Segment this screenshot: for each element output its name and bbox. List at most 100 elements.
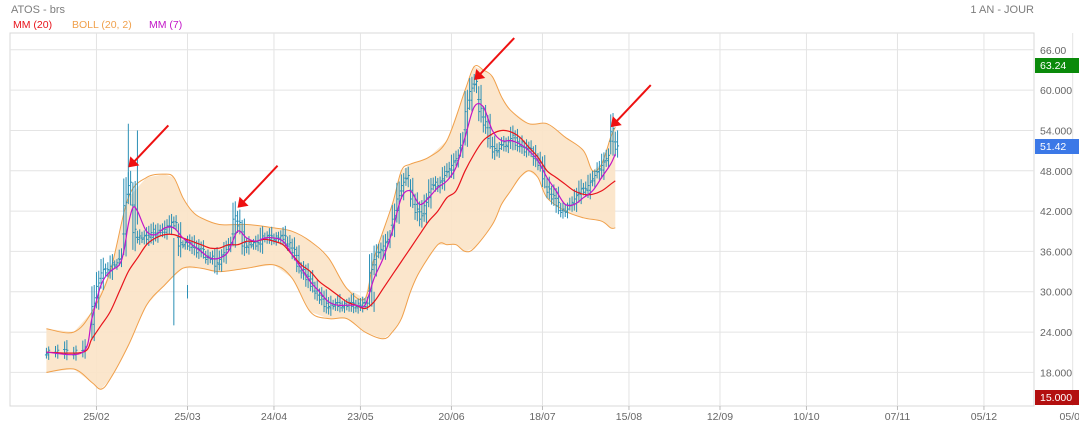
price-bar — [545, 178, 549, 199]
price-bar — [343, 299, 347, 313]
price-bar — [288, 235, 292, 253]
low-badge — [1035, 390, 1079, 405]
price-bar — [554, 187, 558, 213]
plot-frame — [9, 32, 1035, 407]
price-bar — [452, 153, 456, 180]
legend-boll[interactable]: BOLL (20, 2) — [72, 19, 132, 31]
price-bar — [497, 142, 501, 158]
price-bar — [254, 235, 258, 250]
mm7-line — [46, 102, 616, 356]
price-bar — [217, 250, 221, 271]
arrow-shaft — [479, 37, 515, 75]
y-tick-label: 18.000 — [1040, 367, 1072, 379]
legend-mm7[interactable]: MM (7) — [149, 19, 182, 31]
price-bar — [108, 255, 112, 279]
price-bar — [331, 299, 335, 310]
mm20-line — [46, 129, 616, 354]
price-bar — [454, 150, 458, 167]
price-bar — [572, 189, 576, 211]
price-bar — [606, 148, 610, 169]
price-bar — [600, 153, 604, 179]
price-bar — [129, 170, 133, 206]
price-bar — [133, 180, 137, 252]
price-bar — [170, 213, 174, 236]
price-bar — [484, 104, 488, 134]
x-tick-label: 20/06 — [438, 411, 464, 423]
x-tick-label: 05/01 — [1060, 411, 1079, 423]
period-label[interactable]: 1 AN - JOUR — [970, 4, 1034, 16]
price-bar — [406, 166, 410, 188]
price-bar — [597, 160, 601, 180]
price-bar — [436, 177, 440, 193]
price-bar — [158, 224, 162, 236]
price-bar — [322, 290, 326, 313]
arrow-head — [128, 156, 140, 168]
arrow-head — [237, 196, 249, 208]
price-bar — [363, 298, 367, 309]
x-tick-label: 18/07 — [529, 411, 555, 423]
price-bar — [470, 76, 474, 112]
price-bar — [104, 263, 108, 276]
x-tick-label: 23/05 — [347, 411, 373, 423]
price-bar — [313, 281, 317, 300]
price-bar — [172, 216, 176, 229]
price-bar — [429, 177, 433, 209]
annotation-arrow — [128, 124, 170, 168]
y-tick-label: 42.000 — [1040, 206, 1072, 218]
price-bar — [556, 186, 560, 215]
price-bar — [468, 78, 472, 111]
price-bar — [135, 230, 139, 244]
price-bar — [440, 167, 444, 190]
price-bar — [236, 210, 240, 234]
price-bar — [593, 169, 597, 188]
arrow-shaft — [242, 165, 279, 203]
price-bar — [486, 115, 490, 148]
y-tick-label: 54.000 — [1040, 125, 1072, 137]
y-tick-label: 66.00 — [1040, 45, 1066, 57]
arrow-head — [474, 69, 486, 81]
x-tick-label: 25/02 — [83, 411, 109, 423]
legend-mm20[interactable]: MM (20) — [13, 19, 52, 31]
price-bar — [613, 131, 617, 157]
price-bar — [490, 136, 494, 159]
price-bar — [581, 182, 585, 196]
x-tick-label: 07/11 — [885, 411, 911, 423]
price-bar — [559, 202, 563, 218]
price-bar — [65, 340, 69, 361]
price-bar — [447, 161, 451, 179]
last-price-badge — [1035, 139, 1079, 154]
price-bar — [101, 257, 105, 290]
price-bar — [361, 296, 365, 313]
arrow-head — [610, 116, 622, 128]
x-tick-label: 05/12 — [971, 411, 997, 423]
price-bar — [472, 73, 476, 92]
price-bar — [222, 241, 226, 263]
price-bar — [183, 238, 187, 250]
price-bar — [181, 240, 185, 249]
price-bar — [422, 194, 426, 222]
price-bar — [379, 242, 383, 260]
y-tick-label: 60.000 — [1040, 85, 1072, 97]
price-bar — [591, 170, 595, 187]
price-bar — [372, 245, 376, 276]
chart-title: ATOS - brs — [11, 4, 65, 16]
x-tick-label: 15/08 — [616, 411, 642, 423]
price-bar — [563, 203, 567, 217]
price-bar — [616, 130, 620, 158]
price-bar — [151, 222, 155, 245]
price-bar — [47, 346, 51, 360]
price-bar — [336, 295, 340, 312]
price-bar — [368, 254, 372, 306]
price-bar — [340, 300, 344, 312]
price-bar — [550, 185, 554, 205]
low-badge-label: 15.000 — [1040, 392, 1072, 404]
price-bar — [502, 135, 506, 152]
price-bar — [138, 229, 142, 245]
price-bar — [381, 235, 385, 259]
price-bar — [176, 223, 180, 257]
price-bar — [131, 182, 135, 250]
price-bar — [506, 136, 510, 154]
high-badge — [1035, 58, 1079, 73]
price-bar — [245, 237, 249, 254]
